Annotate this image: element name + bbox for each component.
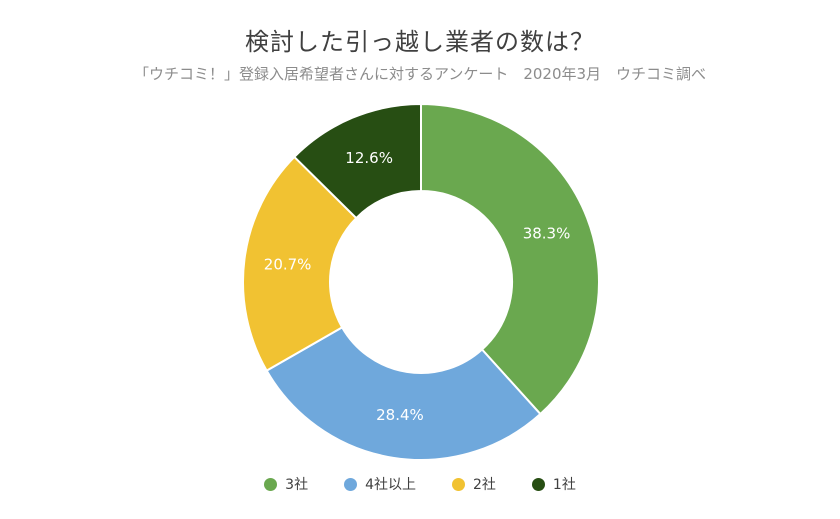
legend-label: 3社: [285, 477, 309, 493]
legend-item-1sha: 1社: [531, 474, 576, 494]
legend-marker: [344, 477, 358, 491]
legend-item-3sha: 3社: [264, 474, 308, 494]
legend-label: 1社: [552, 477, 576, 493]
donut-slice: [242, 155, 358, 373]
donut-data-labels: 38.3% 28.4% 20.7% 12.6%: [264, 149, 571, 424]
data-label: 20.7%: [264, 256, 312, 274]
legend-label: 4社以上: [365, 477, 416, 493]
legend-marker: [264, 477, 278, 491]
legend-item-2sha: 2社: [452, 474, 496, 494]
data-label: 12.6%: [345, 149, 393, 167]
chart-title: 検討した引っ越し業者の数は？: [245, 28, 595, 56]
donut-slice: [265, 325, 542, 461]
donut-slice: [292, 102, 422, 220]
legend-marker: [452, 477, 465, 491]
donut-slice: [420, 102, 600, 416]
donut-slices: [242, 102, 600, 461]
legend-item-4sha-ijou: 4社以上: [344, 474, 416, 494]
data-label: 38.3%: [523, 225, 571, 243]
legend-label: 2社: [473, 477, 496, 493]
chart-legend: 3社 4社以上 2社 1社: [0, 474, 840, 494]
data-label: 28.4%: [376, 406, 424, 424]
legend-marker: [531, 477, 545, 491]
chart-subtitle: 「ウチコミ！」登録入居希望者さんに対するアンケート 2020年3月 ウチコミ調べ: [133, 65, 707, 83]
